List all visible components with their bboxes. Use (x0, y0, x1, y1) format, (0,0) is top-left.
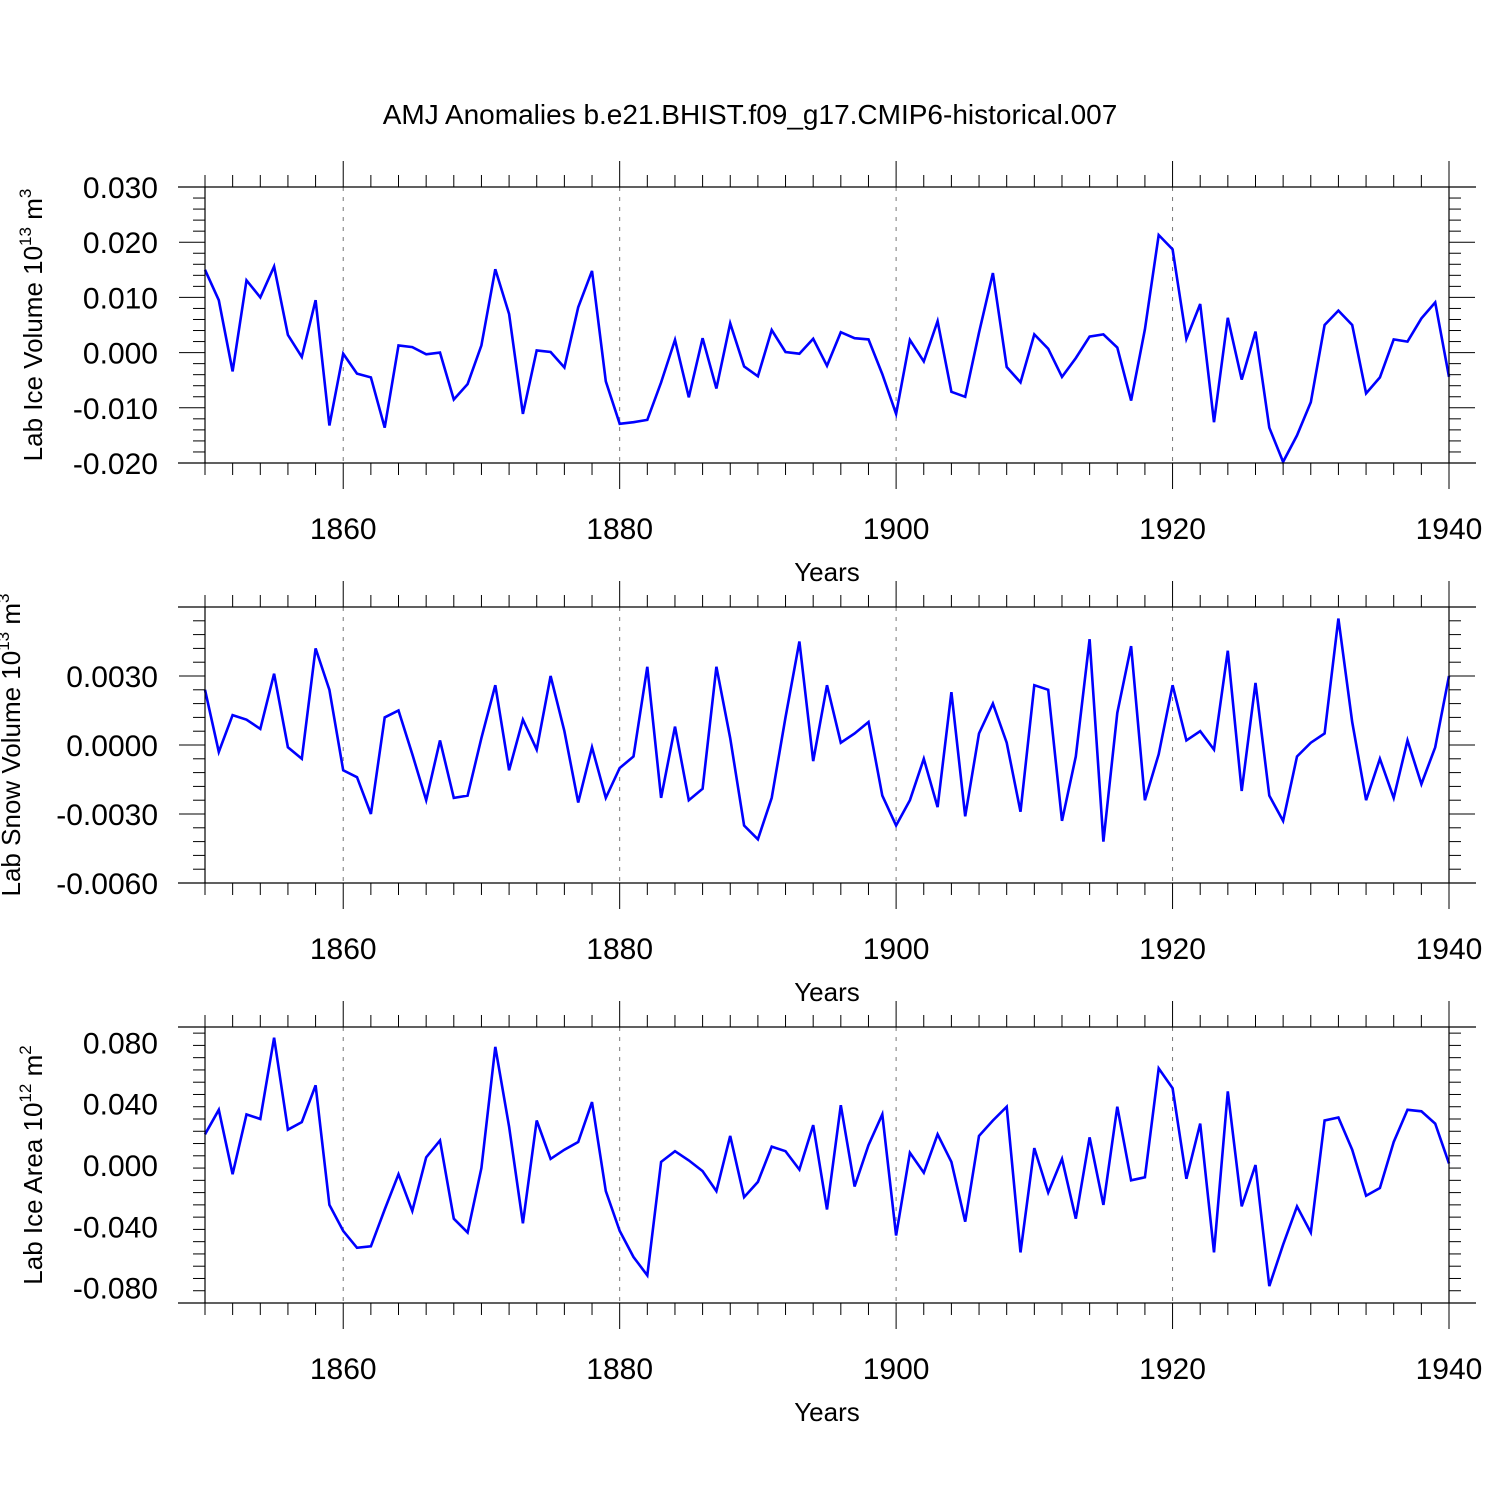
y-axis-title-main: Lab Snow Volume 10 (0, 651, 26, 897)
x-tick-label: 1880 (586, 1353, 653, 1386)
y-axis-title-unit-exponent: 3 (0, 593, 13, 602)
x-tick-label: 1940 (1416, 933, 1483, 966)
panel-3: 1860 1880 1900 1920 1940 Years -0.080 -0.040 0.0… (16, 1001, 1482, 1427)
x-tick-label: 1880 (586, 933, 653, 966)
y-tick-label: 0.020 (83, 227, 158, 260)
y-axis-title-unit: m (18, 1055, 48, 1084)
y-axis-title-unit: m (0, 603, 26, 632)
y-axis-title: Lab Ice Area 1012 m2 (16, 1045, 48, 1284)
y-axis-title: Lab Snow Volume 1013 m3 (0, 593, 26, 896)
y-axis-title-unit: m (18, 198, 48, 227)
y-axis-title-main: Lab Ice Volume 10 (18, 246, 48, 461)
y-axis-title-unit-exponent: 2 (16, 1045, 35, 1054)
x-tick-label: 1880 (586, 513, 653, 546)
y-tick-label: -0.040 (73, 1211, 158, 1244)
y-tick-label: -0.0060 (56, 868, 158, 901)
panel-1: 1860 1880 1900 1920 1940 Years -0.020 -0.010 0.0… (16, 161, 1482, 587)
panels: 1860 1880 1900 1920 1940 Years -0.020 -0.010 0.0… (0, 161, 1482, 1427)
y-tick-label: 0.040 (83, 1089, 158, 1122)
y-tick-label: 0.0030 (66, 661, 158, 694)
x-tick-label: 1940 (1416, 513, 1483, 546)
x-tick-label: 1920 (1139, 933, 1206, 966)
y-tick-label: -0.0030 (56, 799, 158, 832)
y-tick-label: 0.0000 (66, 730, 158, 763)
y-axis-title-unit-exponent: 3 (16, 189, 35, 198)
chart-title: AMJ Anomalies b.e21.BHIST.f09_g17.CMIP6-… (383, 99, 1118, 130)
y-axis-title: Lab Ice Volume 1013 m3 (16, 189, 48, 462)
data-line (203, 618, 1451, 842)
x-tick-label: 1900 (863, 513, 930, 546)
x-tick-label: 1860 (310, 933, 377, 966)
x-tick-label: 1920 (1139, 1353, 1206, 1386)
panel-2: 1860 1880 1900 1920 1940 Years -0.0060 -0.0030 0… (0, 581, 1482, 1007)
x-tick-label: 1940 (1416, 1353, 1483, 1386)
data-line (203, 1037, 1451, 1287)
x-tick-label: 1900 (863, 1353, 930, 1386)
y-tick-label: -0.020 (73, 448, 158, 481)
y-tick-label: 0.000 (83, 338, 158, 371)
x-axis-title: Years (794, 1397, 860, 1427)
y-tick-label: 0.010 (83, 282, 158, 315)
x-tick-label: 1900 (863, 933, 930, 966)
y-tick-label: 0.030 (83, 172, 158, 205)
x-tick-label: 1920 (1139, 513, 1206, 546)
x-tick-label: 1860 (310, 1353, 377, 1386)
y-tick-label: 0.000 (83, 1150, 158, 1183)
y-tick-label: 0.080 (83, 1027, 158, 1060)
y-tick-label: -0.080 (73, 1273, 158, 1306)
data-line (203, 232, 1451, 465)
y-axis-title-exponent: 12 (16, 1084, 35, 1103)
y-axis-title-exponent: 13 (0, 632, 13, 651)
y-axis-title-exponent: 13 (16, 227, 35, 246)
x-tick-label: 1860 (310, 513, 377, 546)
y-axis-title-main: Lab Ice Area 10 (18, 1103, 48, 1285)
y-tick-label: -0.010 (73, 393, 158, 426)
x-axis-title: Years (794, 557, 860, 587)
x-axis-title: Years (794, 977, 860, 1007)
